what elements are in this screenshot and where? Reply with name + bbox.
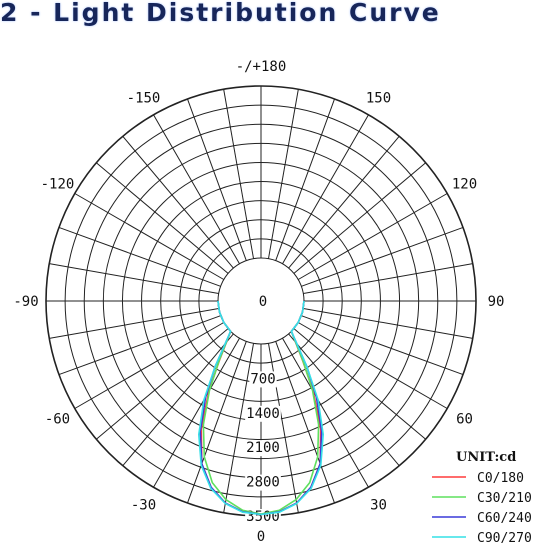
grid-spoke — [293, 328, 427, 440]
angle-labels: -/+180 150 -150 120 -120 90 -90 60 -60 30 -30 0 — [13, 59, 504, 545]
grid-spoke — [301, 226, 464, 287]
grid-spoke — [74, 193, 225, 280]
grid-spoke — [223, 89, 255, 259]
grid-spoke — [297, 322, 448, 409]
angle-label: 150 — [366, 90, 391, 106]
angle-label: 60 — [456, 412, 473, 428]
grid-spoke — [49, 263, 219, 295]
angle-label: 120 — [452, 177, 477, 193]
grid-spoke — [275, 98, 336, 261]
legend-entry: C30/210 — [477, 491, 532, 506]
grid-spoke — [288, 333, 400, 467]
angle-label: -30 — [131, 498, 156, 514]
radial-tick-label-bg — [257, 294, 269, 310]
grid-spoke — [58, 315, 221, 376]
grid-spoke — [282, 337, 369, 488]
grid-spoke — [186, 341, 247, 504]
radial-tick-label: 0 — [259, 294, 267, 310]
grid-spoke — [49, 307, 219, 339]
legend: UNIT:cd C0/180 C30/210 C60/240 C90/270 — [432, 450, 532, 546]
intensity-curves — [198, 300, 324, 516]
radial-tick-label: 1400 — [246, 406, 280, 422]
grid-spoke — [74, 322, 225, 409]
angle-label: -150 — [127, 90, 161, 106]
angle-label: -60 — [45, 412, 70, 428]
radial-tick-label-bg — [245, 474, 281, 491]
series-curve — [198, 300, 324, 516]
grid-spoke — [288, 135, 400, 269]
grid-spoke — [297, 193, 448, 280]
radial-tick-label-bg — [245, 405, 281, 422]
grid-spoke — [301, 315, 464, 376]
grid-spoke — [303, 263, 473, 295]
grid-spoke — [303, 307, 473, 339]
radial-tick-label: 2800 — [246, 475, 280, 491]
radial-tick-label-bg — [249, 371, 277, 388]
grid-spoke — [223, 343, 255, 513]
angle-label: 0 — [257, 529, 265, 545]
grid-spoke — [282, 114, 369, 265]
grid-spoke — [153, 337, 240, 488]
legend-entry: C60/240 — [477, 511, 532, 526]
grid-spoke — [122, 135, 234, 269]
grid-spoke — [58, 226, 221, 287]
angle-label: -120 — [41, 177, 75, 193]
unit-label: UNIT:cd — [456, 450, 516, 465]
legend-entry: C90/270 — [477, 531, 532, 546]
grid-spoke — [267, 89, 299, 259]
radial-tick-label: 2100 — [246, 440, 280, 456]
radial-tick-label: 700 — [250, 371, 275, 387]
grid-spoke — [122, 333, 234, 467]
angle-label: -90 — [13, 294, 38, 310]
grid-spoke — [275, 341, 336, 504]
radial-tick-label-bg — [245, 440, 281, 457]
angle-label: -/+180 — [236, 59, 287, 75]
chart-title: 2 - Light Distribution Curve — [0, 0, 441, 27]
angle-label: 90 — [488, 294, 505, 310]
grid-spoke — [95, 328, 229, 440]
angle-label: 30 — [370, 498, 387, 514]
grid-spoke — [293, 162, 427, 274]
grid-spoke — [186, 98, 247, 261]
grid-spoke — [95, 162, 229, 274]
legend-entry: C0/180 — [477, 471, 524, 486]
grid-spoke — [153, 114, 240, 265]
